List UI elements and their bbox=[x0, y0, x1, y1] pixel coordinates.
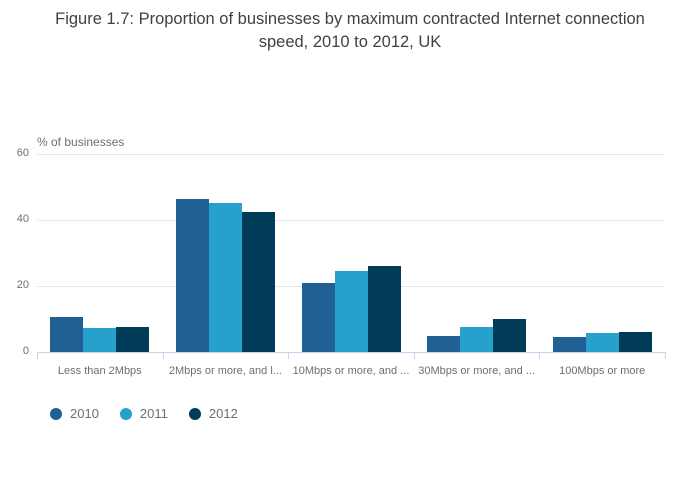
x-axis-tick bbox=[37, 352, 38, 359]
x-axis-tick bbox=[665, 352, 666, 359]
bar-2010[interactable] bbox=[301, 282, 335, 352]
legend: 2010 2011 2012 bbox=[50, 406, 259, 421]
bar-2011[interactable] bbox=[460, 327, 494, 352]
x-axis-label: 100Mbps or more bbox=[559, 365, 646, 377]
legend-label: 2010 bbox=[70, 406, 99, 421]
bar-2011[interactable] bbox=[585, 333, 619, 352]
bar-2010[interactable] bbox=[552, 337, 586, 352]
y-axis-tick-label: 0 bbox=[22, 345, 29, 357]
x-axis-tick bbox=[162, 352, 164, 359]
bar-2012[interactable] bbox=[241, 212, 275, 352]
bar-2012[interactable] bbox=[116, 326, 150, 352]
chart-title: Figure 1.7: Proportion of businesses by … bbox=[55, 10, 645, 51]
legend-label: 2011 bbox=[139, 406, 168, 421]
gridline bbox=[37, 220, 665, 221]
bar-2012[interactable] bbox=[493, 319, 527, 352]
x-axis-line bbox=[37, 352, 666, 353]
x-axis-label: 2Mbps or more, and l... bbox=[168, 365, 282, 377]
x-axis-label: 10Mbps or more, and ... bbox=[292, 365, 410, 377]
bar-2011[interactable] bbox=[208, 202, 242, 352]
legend-label: 2012 bbox=[208, 406, 238, 421]
y-axis-tick-label: 20 bbox=[16, 279, 29, 291]
x-axis-label: Less than 2Mbps bbox=[57, 365, 142, 377]
bar-2012[interactable] bbox=[618, 332, 652, 352]
plot-area: 0 20 40 60 Less than 2Mbps 2Mbps or more, and… bbox=[17, 147, 666, 377]
bar-2010[interactable] bbox=[427, 335, 461, 352]
y-axis-tick-label: 40 bbox=[16, 213, 29, 225]
x-axis-tick bbox=[413, 352, 415, 359]
x-axis-tick bbox=[288, 352, 290, 359]
x-axis-tick bbox=[539, 352, 541, 359]
legend-item-2012[interactable]: 2012 bbox=[188, 406, 238, 421]
y-axis-title: % of businesses bbox=[37, 135, 125, 149]
gridline bbox=[37, 154, 665, 155]
y-axis-tick-label: 60 bbox=[16, 147, 29, 159]
bar-2012[interactable] bbox=[367, 266, 401, 352]
x-axis-label: 30Mbps or more, and ... bbox=[418, 365, 535, 377]
bar-2011[interactable] bbox=[334, 271, 368, 352]
legend-item-2010[interactable]: 2010 bbox=[50, 406, 99, 421]
bar-2010[interactable] bbox=[50, 316, 84, 352]
legend-marker-icon bbox=[119, 407, 132, 420]
legend-item-2011[interactable]: 2011 bbox=[119, 406, 168, 421]
legend-marker-icon bbox=[188, 407, 201, 420]
bar-2010[interactable] bbox=[175, 198, 209, 352]
bar-2011[interactable] bbox=[83, 328, 117, 352]
legend-marker-icon bbox=[50, 407, 62, 420]
